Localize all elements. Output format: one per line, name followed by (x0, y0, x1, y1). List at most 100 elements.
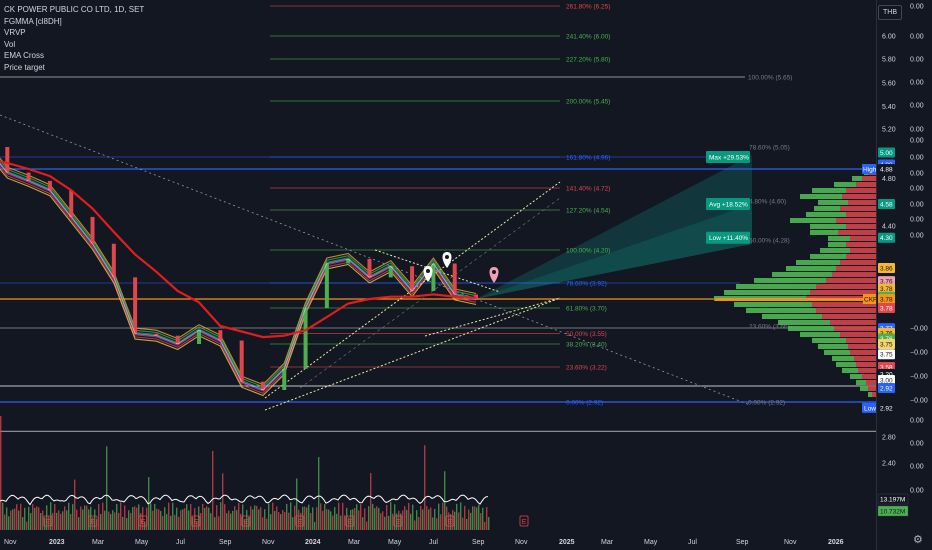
price-target-label: Low +11.40% (709, 235, 748, 242)
volume-bar (80, 506, 82, 530)
volume-bar (310, 513, 312, 530)
volume-bar (478, 504, 480, 530)
indicator-axis-label: 0.00 (910, 103, 924, 110)
volume-bar (396, 513, 398, 530)
volume-bar (466, 518, 468, 530)
volume-bar (302, 506, 304, 530)
price-target-cone-inner (476, 204, 752, 299)
volume-bar (470, 512, 472, 530)
earnings-marker-icon (393, 515, 403, 527)
volume-bar (426, 506, 428, 530)
volume-profile-down (826, 278, 876, 283)
price-tag-label: 3.86 (880, 266, 893, 273)
volume-bar (132, 507, 134, 530)
volume-bar (216, 505, 218, 530)
volume-bar (438, 503, 440, 530)
volume-bar (390, 502, 392, 530)
volume-bar (44, 517, 46, 530)
volume-bar (218, 516, 220, 530)
volume-bar (192, 517, 194, 530)
volume-profile-down (858, 368, 876, 373)
price-tag-label: 3.75 (880, 342, 893, 349)
candle (111, 243, 116, 278)
candle (303, 308, 308, 369)
candle (197, 330, 202, 344)
channel-lower (264, 297, 561, 411)
volume-bar (100, 514, 102, 530)
volume-profile-poc (715, 298, 876, 301)
fib-level-label: 61.80% (3.70) (566, 306, 607, 313)
ribbon-line (0, 161, 477, 390)
volume-profile-up (796, 260, 840, 265)
volume-bar (18, 510, 20, 530)
volume-bar (488, 517, 490, 530)
volume-tag (877, 505, 909, 517)
volume-bar (78, 517, 80, 530)
volume-bar (70, 513, 72, 530)
volume-profile-up (754, 278, 826, 283)
volume-bar (74, 479, 76, 530)
volume-bar (420, 505, 422, 530)
time-axis-label: Nov (784, 539, 797, 546)
ribbon-line (0, 159, 477, 388)
price-tag-label: 3.00 (880, 377, 893, 384)
price-axis-tick: 6.00 (882, 34, 896, 41)
volume-bar (436, 518, 438, 530)
indicator-axis-label: 0.00 (910, 464, 924, 471)
candle (154, 333, 159, 336)
volume-bar (414, 520, 416, 530)
fib-right-label: 0.00% (2.92) (748, 400, 785, 407)
price-tag-label: 3.78 (880, 297, 893, 304)
volume-bar (460, 502, 462, 530)
candle (218, 330, 223, 341)
volume-profile-up (860, 386, 868, 391)
volume-bar (402, 510, 404, 530)
volume-bar (452, 509, 454, 530)
volume-bar (194, 508, 196, 530)
volume-profile-down (830, 320, 876, 325)
volume-bar (150, 503, 152, 530)
volume-bar (52, 513, 54, 530)
volume-bar (248, 517, 250, 530)
volume-bar (448, 512, 450, 530)
indicator-axis-label: 0.00 (910, 233, 924, 240)
volume-bar (54, 504, 56, 530)
volume-profile-down (868, 386, 876, 391)
candle (474, 294, 478, 299)
price-axis-tick: 4.40 (882, 224, 896, 231)
candle (324, 263, 329, 308)
volume-bar (334, 507, 336, 530)
volume-profile-up (786, 266, 836, 271)
fib-level-label: 227.20% (5.80) (566, 57, 610, 64)
candle (431, 263, 436, 291)
volume-profile-up (832, 356, 854, 361)
volume-bar (278, 512, 280, 530)
volume-bar (268, 503, 270, 530)
high-badge (862, 164, 877, 174)
volume-bar (126, 518, 128, 530)
currency-button[interactable]: THB (878, 5, 902, 20)
volume-bar (262, 517, 264, 530)
indicator-axis-label: 0.00 (910, 138, 924, 145)
price-tag (878, 147, 895, 158)
indicator-axis-label: 0.00 (910, 186, 924, 193)
volume-bar (412, 504, 414, 530)
fib-level-label: 0.00% (2.92) (566, 400, 603, 407)
volume-bar (230, 513, 232, 530)
volume-profile-down (854, 356, 876, 361)
volume-bar (6, 507, 8, 530)
price-target-cone (476, 155, 752, 299)
volume-bar (284, 512, 286, 530)
volume-profile-down (856, 362, 876, 367)
volume-bar (370, 473, 372, 530)
volume-bar (462, 517, 464, 530)
gear-icon[interactable]: ⚙ (913, 534, 923, 546)
volume-bar (200, 513, 202, 530)
volume-bar (60, 513, 62, 530)
volume-bar (168, 502, 170, 530)
pin-marker-icon (489, 267, 499, 283)
volume-bar (40, 513, 42, 530)
volume-bar (0, 416, 2, 530)
volume-bar (264, 509, 266, 530)
